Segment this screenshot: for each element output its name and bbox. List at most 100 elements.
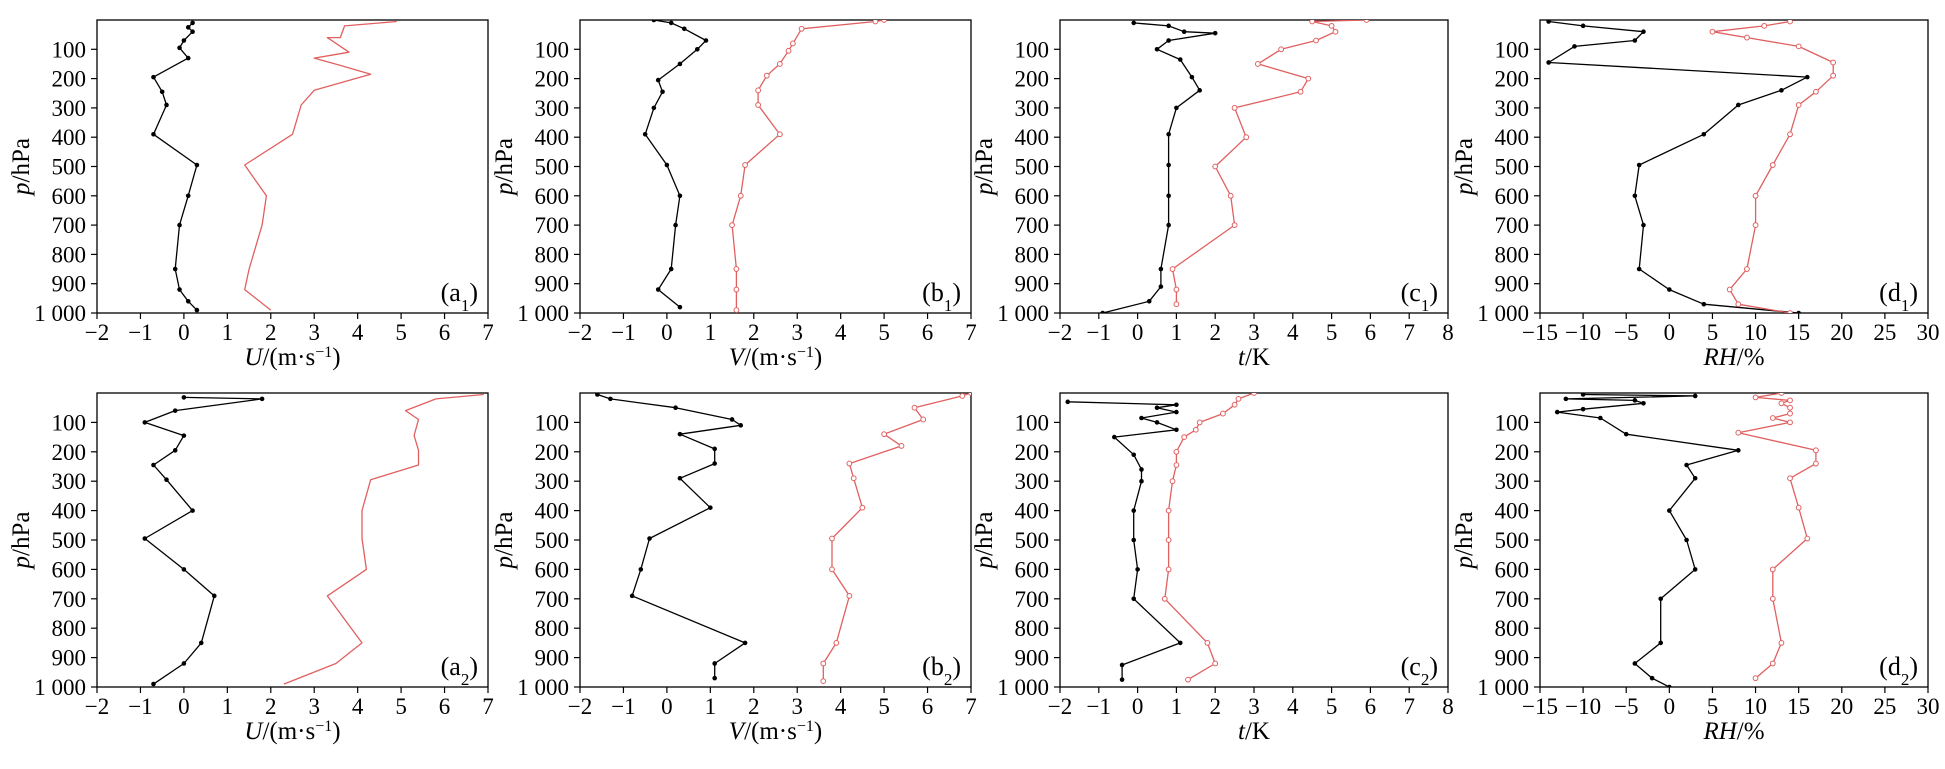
panel-6-x-tick-label: 3 — [791, 694, 803, 719]
panel-1-black-point — [194, 307, 200, 313]
panel-4-red-point — [1795, 102, 1802, 108]
panel-2-red-line — [731, 20, 885, 311]
panel-8-y-tick-label: 800 — [1495, 616, 1530, 641]
panel-1-y-tick-label: 600 — [52, 184, 87, 209]
panel-2-red-point — [755, 87, 762, 94]
panel-4-x-tick-label: 25 — [1873, 320, 1896, 345]
panel-1-x-tick-label: −1 — [128, 320, 152, 345]
panel-8-y-tick-label: 1 000 — [1477, 675, 1529, 700]
panel-7-series-group — [1065, 393, 1257, 683]
panel-3-x-tick-label: 0 — [1132, 320, 1144, 345]
panel-3-series-group — [1100, 20, 1370, 313]
panel-4-x-tick-label: 0 — [1664, 320, 1676, 345]
panel-1-red-line — [244, 20, 397, 311]
panel-5-black-line — [144, 396, 263, 685]
panel-7-red-point — [1185, 676, 1191, 683]
panel-3-black-point — [1181, 29, 1187, 35]
panel-8-x-tick-label: 25 — [1873, 694, 1896, 719]
panel-6-red-point — [820, 660, 827, 667]
panel-4-y-tick-label: 800 — [1495, 242, 1530, 267]
panel-6-red-point — [920, 416, 927, 423]
panel-6-y-tick-label: 500 — [535, 528, 570, 553]
panel-6-black-line — [597, 393, 746, 679]
panel-5-x-tick-label: 6 — [439, 694, 451, 719]
panel-2-black-point — [673, 222, 678, 228]
panel-1-black-point — [185, 55, 191, 61]
panel-4-y-axis-label: p/hPa — [1451, 138, 1478, 197]
panel-1-black-point — [185, 25, 191, 30]
panel-2-red-point — [776, 61, 783, 67]
panel-3-red-point — [1305, 75, 1312, 82]
panel-3-red-point — [1231, 222, 1238, 229]
panel-2-x-tick-label: 0 — [661, 320, 673, 345]
panel-6-red-point — [859, 504, 866, 511]
panel-6-x-tick-label: 4 — [835, 694, 847, 719]
panel-7-red-point — [1181, 434, 1188, 441]
panel-8-black-point — [1658, 596, 1664, 602]
panel-6-red-point — [829, 566, 835, 573]
panel-5-y-tick-label: 300 — [52, 469, 87, 494]
panel-8-black-point — [1632, 398, 1638, 403]
panel-8-x-tick-label: −10 — [1565, 694, 1601, 719]
panel-2-y-tick-label: 200 — [535, 67, 570, 92]
panel-2-black-point — [695, 47, 700, 52]
panel-4-x-tick-label: −10 — [1565, 320, 1601, 345]
panel-5-plot-frame — [96, 392, 489, 688]
panel-1-y-tick-label: 300 — [52, 96, 87, 121]
panel-8-black-point — [1684, 537, 1689, 543]
panel-2-black-point — [668, 20, 674, 26]
panel-6-black-point — [647, 536, 652, 541]
panel-3-black-point — [1189, 74, 1195, 80]
panel-6-black-point — [712, 661, 717, 666]
panel-8-black-point — [1684, 462, 1689, 468]
panel-7-black-point — [1135, 567, 1140, 572]
panel-3-red-line — [1171, 20, 1367, 305]
panel-8-black-point — [1658, 640, 1664, 646]
panel-1-black-point — [151, 131, 156, 137]
panel-6-y-tick-label: 200 — [535, 440, 570, 465]
panel-7-x-tick-label: 8 — [1442, 694, 1454, 719]
panel-8-red-point — [1787, 410, 1793, 417]
panel-3-x-tick-label: 6 — [1365, 320, 1377, 345]
panel-7-red-point — [1161, 595, 1168, 602]
panel-8-y-tick-label: 200 — [1495, 440, 1530, 465]
panel-2-red-point — [872, 20, 879, 25]
panel-7-red-point — [1173, 462, 1180, 468]
panel-5-x-tick-label: 3 — [308, 694, 320, 719]
panel-6-red-line — [822, 393, 971, 682]
panel-6-x-axis-label: V/(m·s−1) — [729, 718, 822, 746]
panel-4-black-point — [1667, 287, 1672, 292]
panel-4-red-point — [1830, 59, 1837, 66]
panel-4-black-line — [1547, 20, 1808, 313]
panel-1-black-point — [190, 29, 195, 35]
panel-4-black-point — [1632, 38, 1638, 43]
panel-5-y-tick-label: 600 — [52, 557, 87, 582]
panel-8-red-point — [1752, 394, 1759, 401]
panel-8-red-point — [1787, 397, 1793, 404]
panel-5-black-point — [212, 593, 217, 599]
panel-4-black-point — [1546, 20, 1551, 24]
panel-4-black-point — [1701, 301, 1707, 307]
panel-3-plot-frame — [1059, 19, 1449, 314]
panel-2-y-tick-label: 700 — [535, 213, 570, 238]
panel-1-y-tick-label: 1 000 — [34, 301, 86, 326]
panel-1-black-point — [190, 20, 195, 26]
panel-8-black-point — [1632, 661, 1638, 666]
panel-3-black-point — [1166, 162, 1171, 168]
panel-6-y-axis-label: p/hPa — [491, 512, 518, 571]
panel-7-black-point — [1139, 478, 1144, 484]
panel-3-black-point — [1100, 310, 1105, 313]
panel-3-y-tick-label: 200 — [1015, 67, 1050, 92]
panel-8-black-point — [1667, 684, 1672, 687]
panel-1-black-point — [185, 193, 191, 199]
panel-2-black-point — [651, 20, 657, 23]
panel-6-y-tick-label: 400 — [535, 499, 570, 524]
panel-4: −15 −10 −5 0 5 10 15 20 25 30 100 200 300 400 500 600 70… — [1451, 19, 1940, 371]
panel-5-x-tick-label: 5 — [395, 694, 407, 719]
panel-8-x-tick-label: 10 — [1744, 694, 1767, 719]
panel-3-black-line — [1102, 22, 1216, 313]
panel-3-red-point — [1173, 286, 1180, 293]
panel-6-red-point — [833, 640, 840, 646]
panel-7-black-point — [1174, 409, 1179, 415]
